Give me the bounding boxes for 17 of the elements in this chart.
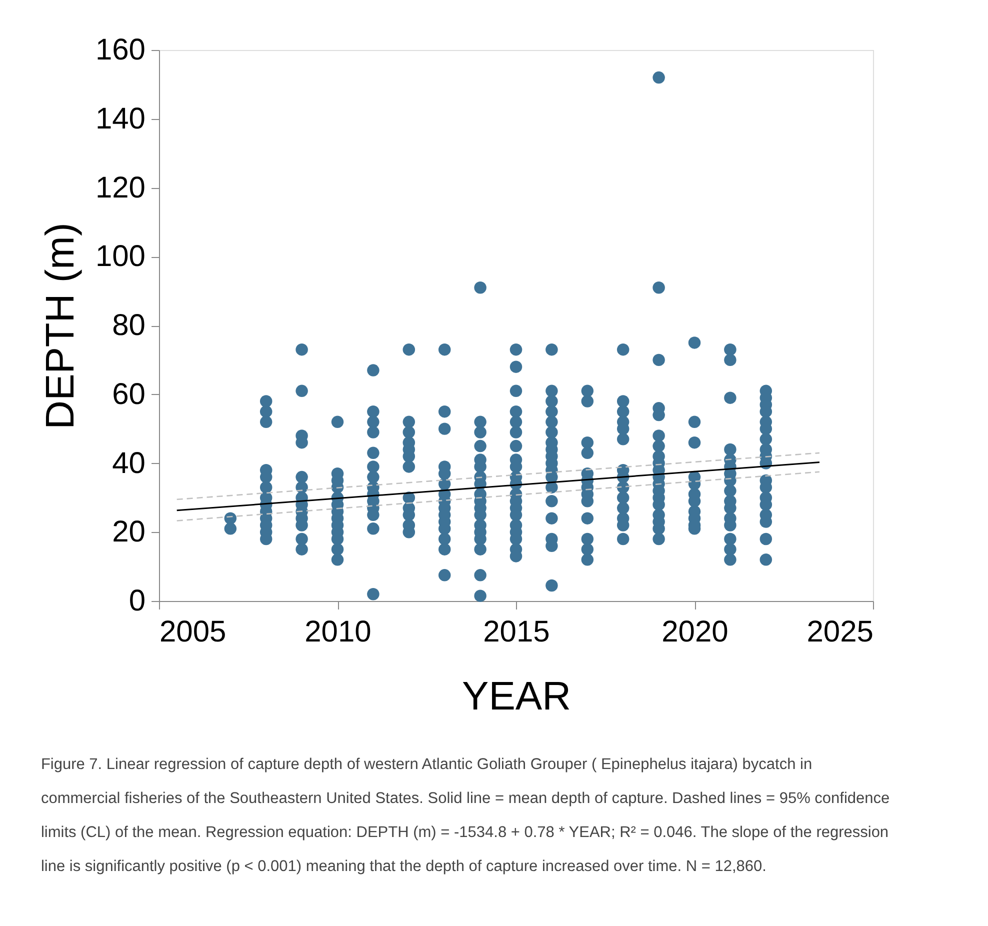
x-tick-label: 2025 (806, 616, 874, 648)
x-tick-label: 2005 (160, 616, 226, 648)
x-tick-label: 2020 (662, 616, 728, 648)
y-tick-label: 80 (112, 309, 146, 342)
caption: Figure 7. Linear regression of capture depth of western Atlantic Goliath Grouper ( Epinephelus itajara) bycatch in commercial fisheries of the Southeastern United States. Solid line = mean depth of capture. Dashed lines = 95% confidence limits (CL) of the mean. Regression equation: DEPTH (m) = -1534.8 + 0.78 * YEAR; R² = 0.046. The slope of the regression line is significantly positive (p < 0.001) meaning that the depth of capture increased over time. N = 12,860. (40, 756, 890, 875)
y-tick-label: 60 (112, 378, 146, 411)
x-axis-title: YEAR (462, 674, 571, 718)
x-tick-label: 2015 (483, 616, 550, 648)
y-tick-label: 100 (95, 240, 146, 274)
y-tick-label: 140 (95, 102, 146, 136)
y-axis-title: DEPTH (m) (38, 222, 82, 430)
y-tick-label: 120 (95, 171, 146, 204)
y-tick-label: 40 (112, 446, 146, 480)
y-tick-label: 0 (128, 584, 146, 618)
y-tick-label: 160 (95, 34, 146, 66)
y-tick-label: 20 (112, 516, 146, 549)
x-tick-label: 2010 (304, 616, 372, 648)
